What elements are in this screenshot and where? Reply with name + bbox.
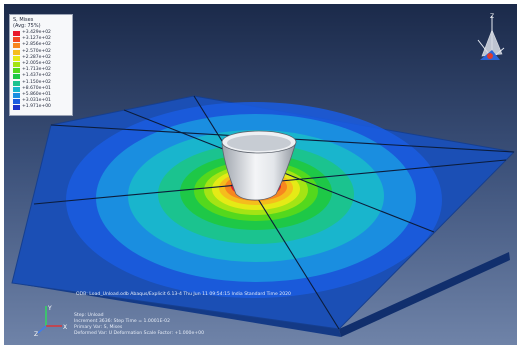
indenter[interactable] — [221, 130, 297, 201]
legend-swatch — [13, 49, 20, 55]
legend-swatch — [13, 105, 20, 111]
triad-y-label: Y — [47, 305, 52, 312]
legend-value: +2.570e+02 — [22, 48, 51, 54]
contour-legend: S, Mises (Avg: 75%) +3.429e+02 +3.127e+02 +… — [9, 14, 73, 116]
legend-entry: +3.127e+02 — [13, 36, 71, 43]
increment-label: Increment 3636: Step Time = 1.0001E-02 — [74, 319, 170, 324]
legend-title: S, Mises (Avg: 75%) — [13, 17, 41, 29]
legend-value: +2.287e+02 — [22, 54, 51, 60]
legend-entry: +5.860e+01 — [13, 92, 71, 98]
step-label: Step: Unload — [74, 313, 104, 318]
legend-value: +3.127e+02 — [22, 36, 51, 42]
legend-entry: +1.150e+02 — [13, 79, 71, 86]
legend-entry: +1.437e+02 — [13, 73, 71, 80]
legend-swatch — [13, 74, 20, 80]
legend-value: +3.031e+01 — [22, 98, 51, 104]
legend-value: +1.150e+02 — [22, 79, 51, 85]
legend-swatch — [13, 93, 20, 98]
legend-value: +3.429e+02 — [22, 30, 51, 35]
legend-value: +1.713e+02 — [22, 67, 51, 73]
legend-swatch — [13, 55, 20, 61]
legend-swatch — [13, 31, 20, 36]
legend-entry: +2.005e+02 — [13, 61, 71, 67]
legend-entry: +2.856e+02 — [13, 42, 71, 49]
legend-swatch — [13, 62, 20, 67]
axis-triad: Y X Z — [34, 305, 67, 336]
triad-top-z-label: Z — [490, 13, 494, 20]
legend-entry: +1.971e+00 — [13, 104, 71, 111]
legend-value: +1.437e+02 — [22, 73, 51, 79]
model-scene[interactable] — [4, 4, 517, 345]
view-triad[interactable]: Z — [470, 10, 508, 68]
legend-value: +1.971e+00 — [22, 104, 51, 110]
legend-swatch — [13, 99, 20, 105]
legend-entry: +2.570e+02 — [13, 48, 71, 55]
legend-entry: +8.670e+01 — [13, 85, 71, 92]
viewport[interactable]: S, Mises (Avg: 75%) +3.429e+02 +3.127e+02 +… — [4, 4, 517, 345]
plate-side-right — [339, 252, 510, 337]
legend-entry: +1.713e+02 — [13, 67, 71, 74]
deformed-var-label: Deformed Var: U Deformation Scale Factor… — [74, 331, 204, 336]
legend-entry: +3.429e+02 — [13, 30, 71, 36]
legend-entry: +3.031e+01 — [13, 98, 71, 105]
legend-value: +2.856e+02 — [22, 42, 51, 48]
primary-var-label: Primary Var: S, Mises — [74, 325, 123, 330]
legend-swatch — [13, 86, 20, 92]
legend-swatch — [13, 37, 20, 43]
triad-x-label: X — [63, 324, 67, 331]
legend-swatch — [13, 43, 20, 49]
legend-swatch — [13, 80, 20, 86]
odb-info: ODB: Load_Unload.odb Abaqus/Explicit 6.1… — [76, 292, 291, 297]
legend-entry: +2.287e+02 — [13, 54, 71, 61]
legend-value: +8.670e+01 — [22, 85, 51, 91]
triad-z-label: Z — [34, 331, 38, 336]
legend-value: +2.005e+02 — [22, 61, 51, 66]
legend-swatch — [13, 68, 20, 74]
legend-value: +5.860e+01 — [22, 92, 51, 97]
